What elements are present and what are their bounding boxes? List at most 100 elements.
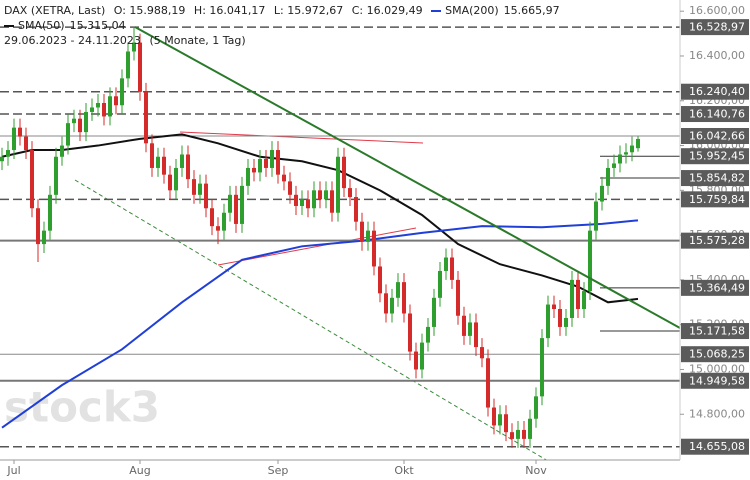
candle-body bbox=[378, 266, 382, 294]
candle-body bbox=[444, 257, 448, 271]
close: C: 16.029,49 bbox=[351, 4, 423, 17]
level-label: 14.655,08 bbox=[689, 440, 745, 453]
legend-value: 15.665,97 bbox=[503, 4, 560, 17]
candle-body bbox=[606, 167, 610, 186]
candle-body bbox=[504, 414, 508, 433]
legend-name: SMA(50) bbox=[18, 19, 65, 32]
candle-body bbox=[342, 156, 346, 189]
candle-body bbox=[624, 152, 628, 155]
candle-body bbox=[366, 230, 370, 242]
resolution: (5 Monate, 1 Tag) bbox=[149, 34, 246, 47]
candle-body bbox=[402, 282, 406, 314]
legend-value: 15.315,04 bbox=[69, 19, 126, 32]
candle-body bbox=[438, 270, 442, 298]
candle-body bbox=[234, 194, 238, 224]
x-tick-label: Aug bbox=[129, 464, 150, 477]
candle-body bbox=[426, 326, 430, 343]
open: O: 15.988,19 bbox=[113, 4, 186, 17]
candle-body bbox=[168, 174, 172, 191]
candle-body bbox=[348, 188, 352, 198]
candle-body bbox=[126, 51, 130, 79]
candle-body bbox=[108, 96, 112, 117]
level-label: 15.759,84 bbox=[689, 193, 745, 206]
candle-body bbox=[354, 197, 358, 222]
candle-body bbox=[150, 143, 154, 168]
axis: 14.800,0015.000,0015.200,0015.400,0015.6… bbox=[6, 4, 749, 477]
candle-body bbox=[186, 154, 190, 180]
candle-body bbox=[54, 156, 58, 195]
candle-body bbox=[270, 150, 274, 168]
sma-line bbox=[1, 219, 639, 429]
candle-body bbox=[72, 118, 76, 124]
indicators bbox=[1, 133, 639, 429]
candle-body bbox=[516, 429, 520, 439]
level-label: 16.042,66 bbox=[689, 129, 745, 142]
candle-body bbox=[210, 208, 214, 227]
candle-body bbox=[102, 103, 106, 117]
candle-body bbox=[462, 315, 466, 336]
candle-body bbox=[120, 78, 124, 106]
candle-body bbox=[222, 212, 226, 231]
candle-body bbox=[24, 136, 28, 151]
candle-body bbox=[636, 138, 640, 149]
candle-body bbox=[132, 42, 136, 52]
level-box bbox=[681, 170, 749, 187]
candle-body bbox=[294, 194, 298, 207]
high: H: 16.041,17 bbox=[193, 4, 266, 17]
level-box bbox=[681, 106, 749, 123]
level-label: 15.952,45 bbox=[689, 150, 745, 163]
candle-body bbox=[138, 42, 142, 92]
candle-body bbox=[264, 158, 268, 168]
level-label: 16.240,40 bbox=[689, 85, 745, 98]
candle-body bbox=[420, 342, 424, 370]
candle-body bbox=[630, 145, 634, 153]
candle-body bbox=[48, 194, 52, 231]
level-box bbox=[681, 438, 749, 455]
support-line bbox=[217, 227, 417, 266]
candle-body bbox=[390, 297, 394, 314]
y-tick-label: 15.000,00 bbox=[689, 362, 745, 375]
candle-body bbox=[480, 347, 484, 359]
header-row: DAX (XETRA, Last) O: 15.988,19 H: 16.041… bbox=[4, 3, 570, 18]
candle-body bbox=[12, 127, 16, 151]
candle-body bbox=[486, 358, 490, 408]
candle-body bbox=[408, 313, 412, 352]
x-tick-label: Jul bbox=[6, 464, 20, 477]
level-label: 15.854,82 bbox=[689, 172, 745, 185]
x-tick-label: Sep bbox=[268, 464, 289, 477]
candle-body bbox=[558, 309, 562, 327]
candle-body bbox=[534, 396, 538, 419]
candle-body bbox=[456, 279, 460, 316]
candle-body bbox=[96, 103, 100, 108]
candle-body bbox=[600, 185, 604, 202]
candle-body bbox=[60, 145, 64, 157]
level-label: 15.575,28 bbox=[689, 234, 745, 247]
candle-body bbox=[498, 414, 502, 426]
downtrend-line bbox=[134, 26, 681, 329]
header-row: SMA(50) 15.315,04 bbox=[4, 18, 570, 33]
candle-body bbox=[144, 91, 148, 144]
legend-item: SMA(50) 15.315,04 bbox=[4, 19, 131, 32]
header: DAX (XETRA, Last) O: 15.988,19 H: 16.041… bbox=[4, 3, 570, 48]
candle-body bbox=[384, 293, 388, 314]
level-box bbox=[681, 83, 749, 100]
drawings bbox=[74, 131, 548, 460]
candle-body bbox=[594, 201, 598, 231]
candle-body bbox=[258, 158, 262, 173]
level-label: 15.171,58 bbox=[689, 325, 745, 338]
candle-body bbox=[282, 174, 286, 182]
candle-body bbox=[78, 118, 82, 133]
y-tick-label: 16.600,00 bbox=[689, 4, 745, 17]
level-box bbox=[681, 346, 749, 363]
trend-channel bbox=[74, 179, 548, 460]
candles bbox=[0, 26, 640, 448]
candle-body bbox=[240, 185, 244, 224]
symbol: DAX (XETRA, Last) bbox=[4, 4, 106, 17]
candle-body bbox=[474, 322, 478, 348]
candle-body bbox=[612, 163, 616, 168]
candle-body bbox=[42, 230, 46, 245]
candle-body bbox=[468, 322, 472, 336]
candle-body bbox=[180, 154, 184, 168]
